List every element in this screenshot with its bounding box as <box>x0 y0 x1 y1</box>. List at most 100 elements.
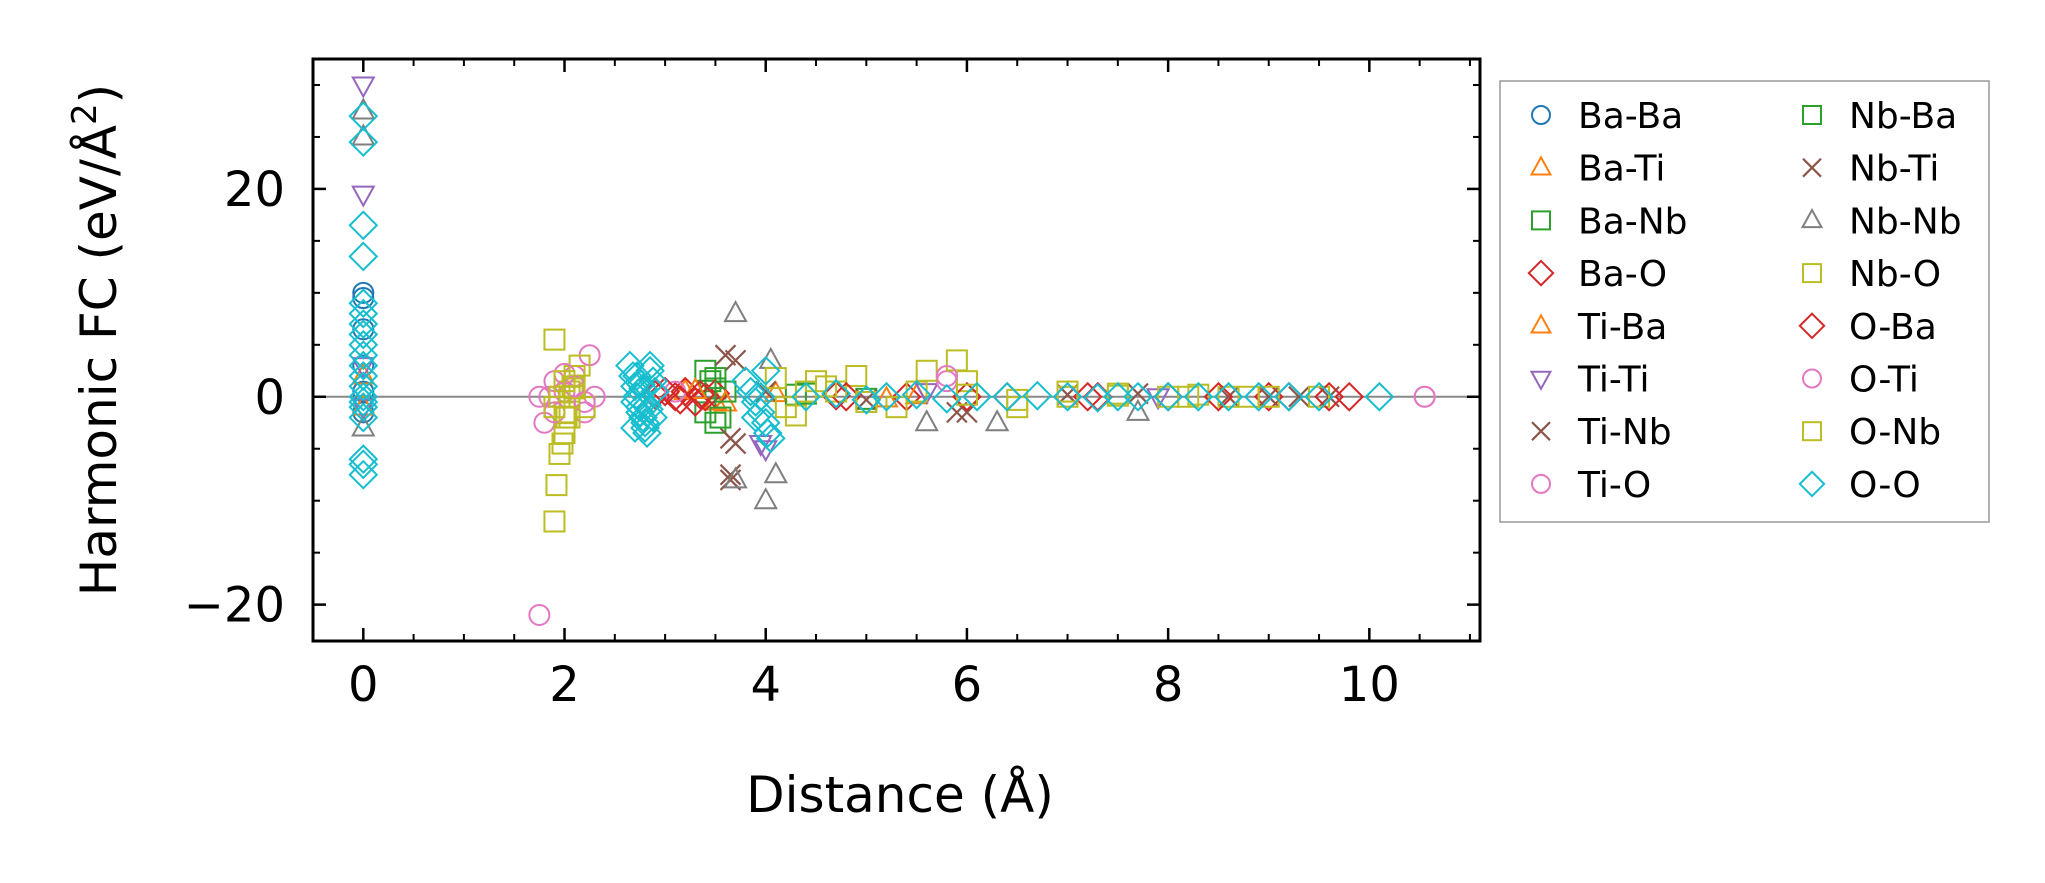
legend-entry-ba-nb: Ba-Nb <box>1531 201 1688 242</box>
legend-marker <box>1802 157 1822 178</box>
data-point <box>622 361 652 391</box>
data-point <box>352 318 375 341</box>
series-o-nb <box>543 370 1260 429</box>
data-point <box>962 381 992 412</box>
y-axis-label-main: Harmonic FC (eV/Å <box>70 125 128 596</box>
data-point <box>1314 381 1345 412</box>
data-point <box>348 381 379 412</box>
data-point <box>714 380 737 403</box>
legend-label: Ti-Nb <box>1577 412 1672 453</box>
data-point <box>640 379 670 410</box>
data-point <box>620 413 650 443</box>
legend-label: Nb-Nb <box>1849 201 1962 242</box>
data-point <box>723 300 748 323</box>
data-point <box>984 409 1010 432</box>
data-point <box>723 466 748 489</box>
x-axis-label: Distance (Å) <box>746 766 1054 824</box>
data-point <box>914 409 939 432</box>
data-point <box>885 396 908 419</box>
data-point <box>351 76 376 99</box>
legend-marker <box>1531 421 1551 441</box>
data-point <box>1243 381 1274 412</box>
y-axis-label: Harmonic FC (eV/Å2) <box>65 84 128 596</box>
data-point <box>1072 381 1103 412</box>
data-point <box>1102 381 1133 412</box>
data-point <box>348 210 379 241</box>
legend-marker <box>1800 207 1824 229</box>
legend-entry-ba-ti: Ba-Ti <box>1529 149 1665 190</box>
data-point <box>730 366 761 397</box>
data-point <box>1334 381 1365 412</box>
data-point <box>558 406 581 429</box>
legend-marker <box>1529 370 1553 391</box>
legend-entry-ti-ba: Ti-Ba <box>1529 307 1667 348</box>
data-point <box>634 394 664 425</box>
data-point <box>665 384 696 415</box>
data-point <box>831 381 862 412</box>
legend-label: Ba-Nb <box>1578 201 1688 242</box>
data-point <box>1125 398 1151 421</box>
legend-label: O-Nb <box>1849 412 1941 453</box>
legend-frame <box>1499 80 1990 523</box>
legend-label: Ti-O <box>1577 465 1651 506</box>
legend-entry-ba-o: Ba-O <box>1527 254 1667 295</box>
legend-entry-o-ba: O-Ba <box>1798 307 1937 348</box>
data-point <box>545 474 568 497</box>
data-point <box>774 396 797 419</box>
data-point <box>1203 381 1234 412</box>
data-point <box>348 402 379 433</box>
legend-entry-ti-o: Ti-O <box>1531 465 1651 506</box>
data-points <box>348 76 1436 627</box>
data-point <box>735 376 766 407</box>
legend-entry-ba-ba: Ba-Ba <box>1531 96 1683 137</box>
data-point <box>931 383 962 414</box>
data-point <box>1052 381 1083 412</box>
data-point <box>563 377 586 400</box>
legend-marker <box>1802 263 1822 284</box>
data-point <box>724 349 747 372</box>
data-point <box>528 604 551 627</box>
legend-marker <box>1529 313 1553 334</box>
data-point <box>1273 381 1304 412</box>
legend-marker <box>1531 473 1551 494</box>
legend-marker <box>1798 470 1826 498</box>
data-point <box>348 371 379 402</box>
y-tick-label: 0 <box>254 370 285 426</box>
legend-label: Ba-Ba <box>1578 96 1683 137</box>
legend-label: O-Ti <box>1849 360 1919 401</box>
data-point <box>955 370 978 393</box>
x-tick-label: 6 <box>952 657 983 713</box>
data-point <box>1304 381 1334 412</box>
data-point <box>1153 381 1184 412</box>
data-point <box>348 298 379 329</box>
legend-label: O-Ba <box>1849 307 1937 348</box>
legend-entry-o-o: O-O <box>1798 465 1921 506</box>
data-point <box>683 376 708 400</box>
legend-label: O-O <box>1849 465 1921 506</box>
data-point <box>690 381 721 412</box>
data-point <box>709 406 732 429</box>
data-point <box>845 364 868 387</box>
data-point <box>352 281 375 304</box>
data-point <box>992 381 1023 412</box>
data-point <box>348 459 379 490</box>
data-point <box>348 392 379 423</box>
legend-label: Ti-Ti <box>1577 360 1649 401</box>
data-point <box>750 407 781 438</box>
data-point <box>348 288 379 319</box>
legend-entry-nb-o: Nb-O <box>1802 254 1941 295</box>
legend-marker <box>1531 210 1551 231</box>
legend-marker <box>1529 155 1553 176</box>
data-point <box>348 449 379 480</box>
data-point <box>704 411 727 434</box>
data-point <box>348 319 379 350</box>
legend-label: Ti-Ba <box>1577 307 1667 348</box>
legend-entry-nb-nb: Nb-Nb <box>1800 201 1962 242</box>
legend: Ba-Ba Ba-Ti Ba-Nb Ba-O Ti-Ba Ti-Ti Ti-Nb Ti-O Nb… <box>1499 80 1990 523</box>
data-point <box>871 381 902 412</box>
legend-marker <box>1802 368 1822 389</box>
data-point <box>821 378 852 409</box>
axes: 0 2 4 6 8 10 −20 0 20 <box>184 57 1482 713</box>
data-point <box>1288 385 1310 408</box>
